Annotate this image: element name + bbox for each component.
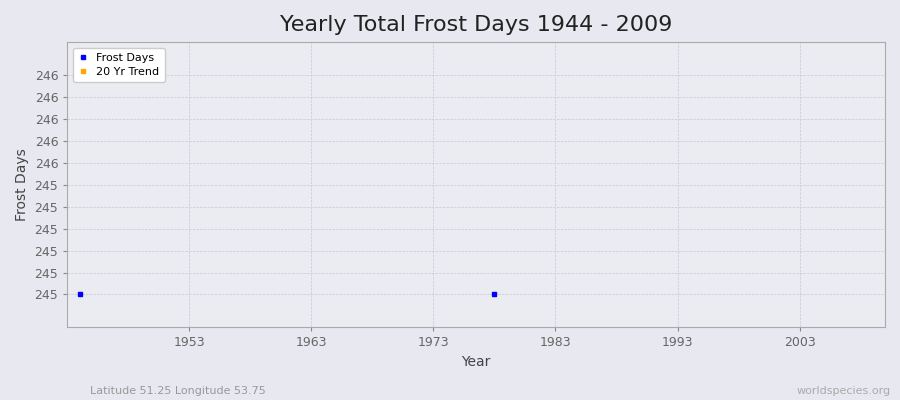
X-axis label: Year: Year: [462, 355, 490, 369]
Legend: Frost Days, 20 Yr Trend: Frost Days, 20 Yr Trend: [73, 48, 165, 82]
Frost Days: [489, 292, 500, 297]
Text: worldspecies.org: worldspecies.org: [796, 386, 891, 396]
Frost Days: [74, 292, 85, 297]
Y-axis label: Frost Days: Frost Days: [15, 148, 29, 221]
Line: Frost Days: Frost Days: [77, 292, 497, 296]
Text: Latitude 51.25 Longitude 53.75: Latitude 51.25 Longitude 53.75: [90, 386, 266, 396]
Title: Yearly Total Frost Days 1944 - 2009: Yearly Total Frost Days 1944 - 2009: [280, 15, 672, 35]
